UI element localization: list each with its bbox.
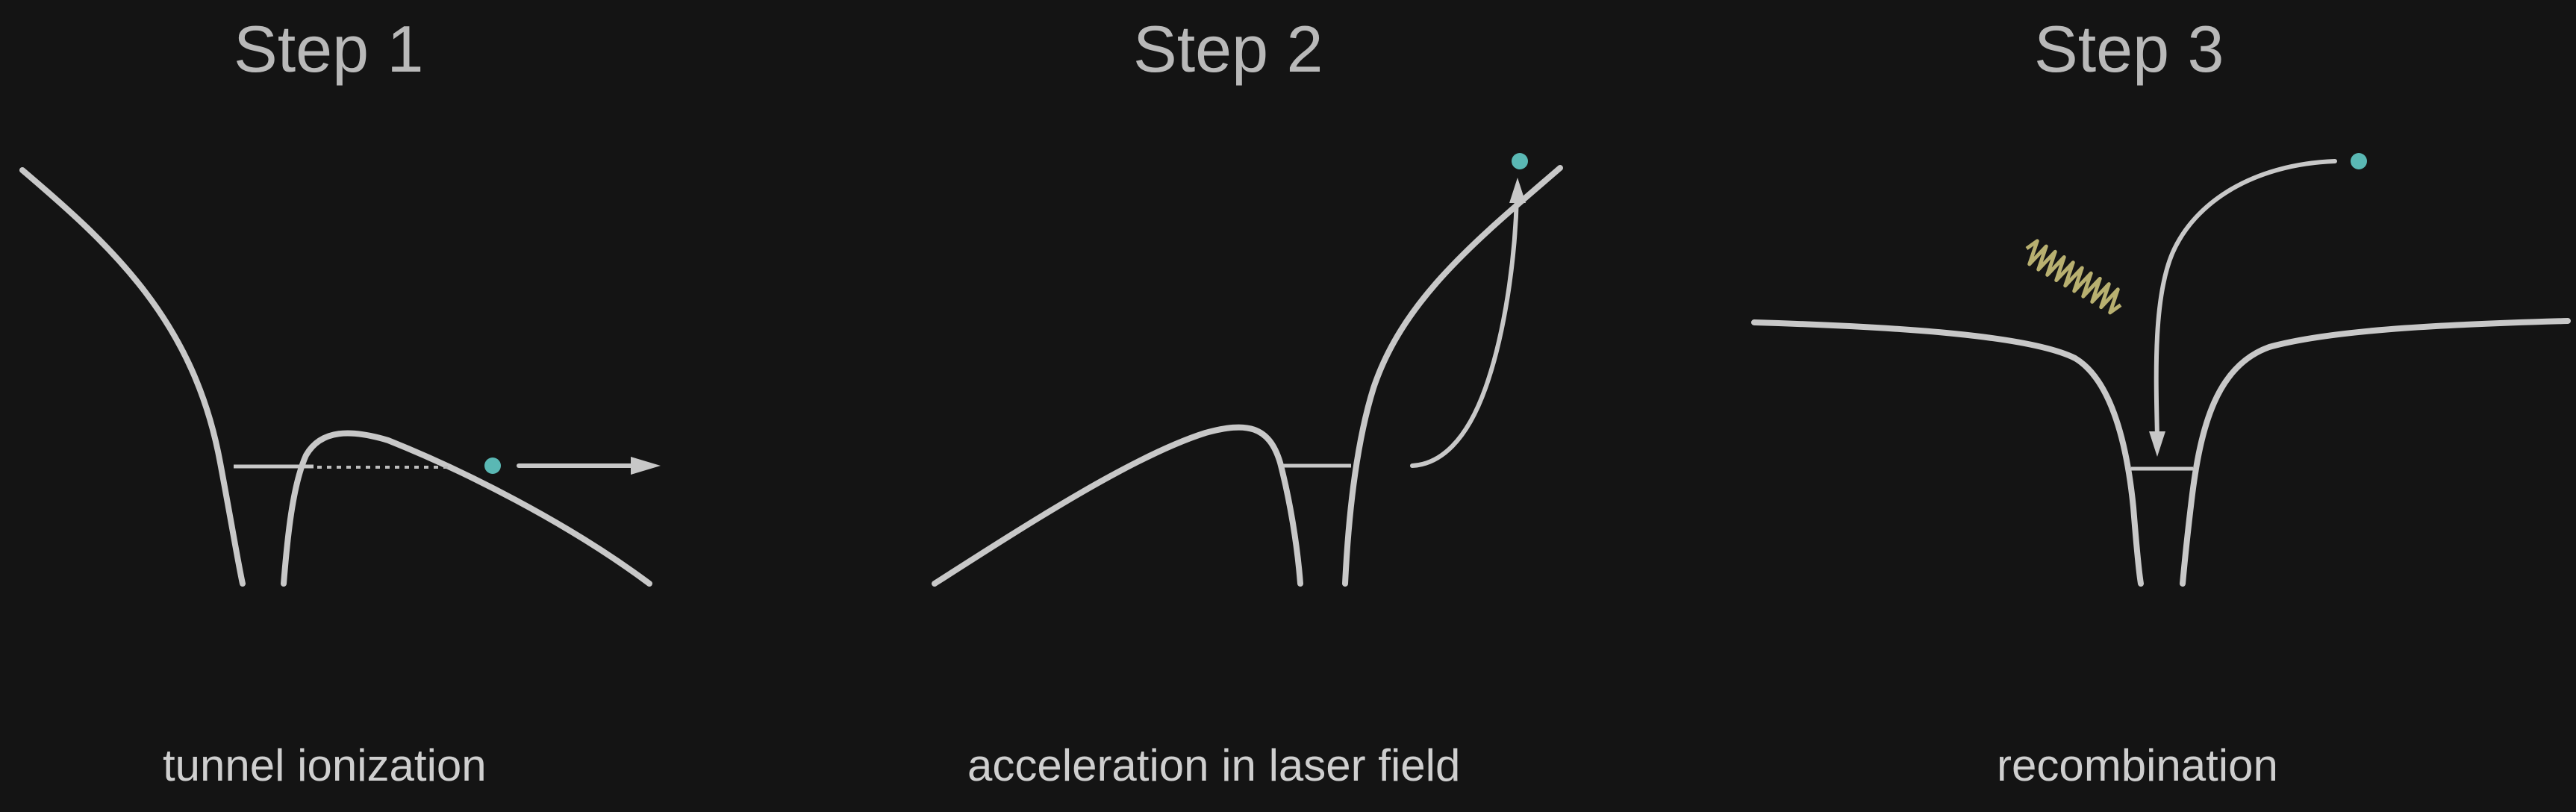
step-1-caption: tunnel ionization [163,740,487,790]
step-1-diagram [19,167,661,587]
step-3-caption: recombination [1997,740,2278,790]
step-2-potential-left [932,424,1303,587]
step-2-diagram [932,153,1563,587]
step-2-electron-trajectory [1410,193,1519,468]
step-3-photon-wave-icon [2025,239,2122,315]
step-1-title: Step 1 [234,12,424,86]
step-2-potential-right [1342,165,1563,587]
step-1-arrow-icon [631,457,661,475]
step-3-title: Step 3 [2034,12,2224,86]
step-3-potential-right [2180,318,2571,587]
step-3-diagram [1751,153,2571,587]
step-3-panel: Step 3 recombination [1717,0,2575,812]
step-1-potential-barrier [281,430,652,587]
step-2-arrow-icon [1509,178,1526,203]
step-3-arrow-icon [2149,431,2165,457]
step-3-electron-dot-icon [2351,153,2367,169]
step-3-potential-left [1751,319,2144,587]
step-2-caption: acceleration in laser field [967,740,1461,790]
step-1-electron-dot-icon [484,457,501,474]
step-2-electron-dot-icon [1512,153,1528,169]
step-1-panel: Step 1 tunnel ionization [0,0,858,812]
step-1-potential-left-wall [19,167,246,587]
step-3-electron-trajectory [2154,159,2337,439]
step-2-panel: Step 2 acceleration in laser field [858,0,1717,812]
step-2-title: Step 2 [1133,12,1323,86]
